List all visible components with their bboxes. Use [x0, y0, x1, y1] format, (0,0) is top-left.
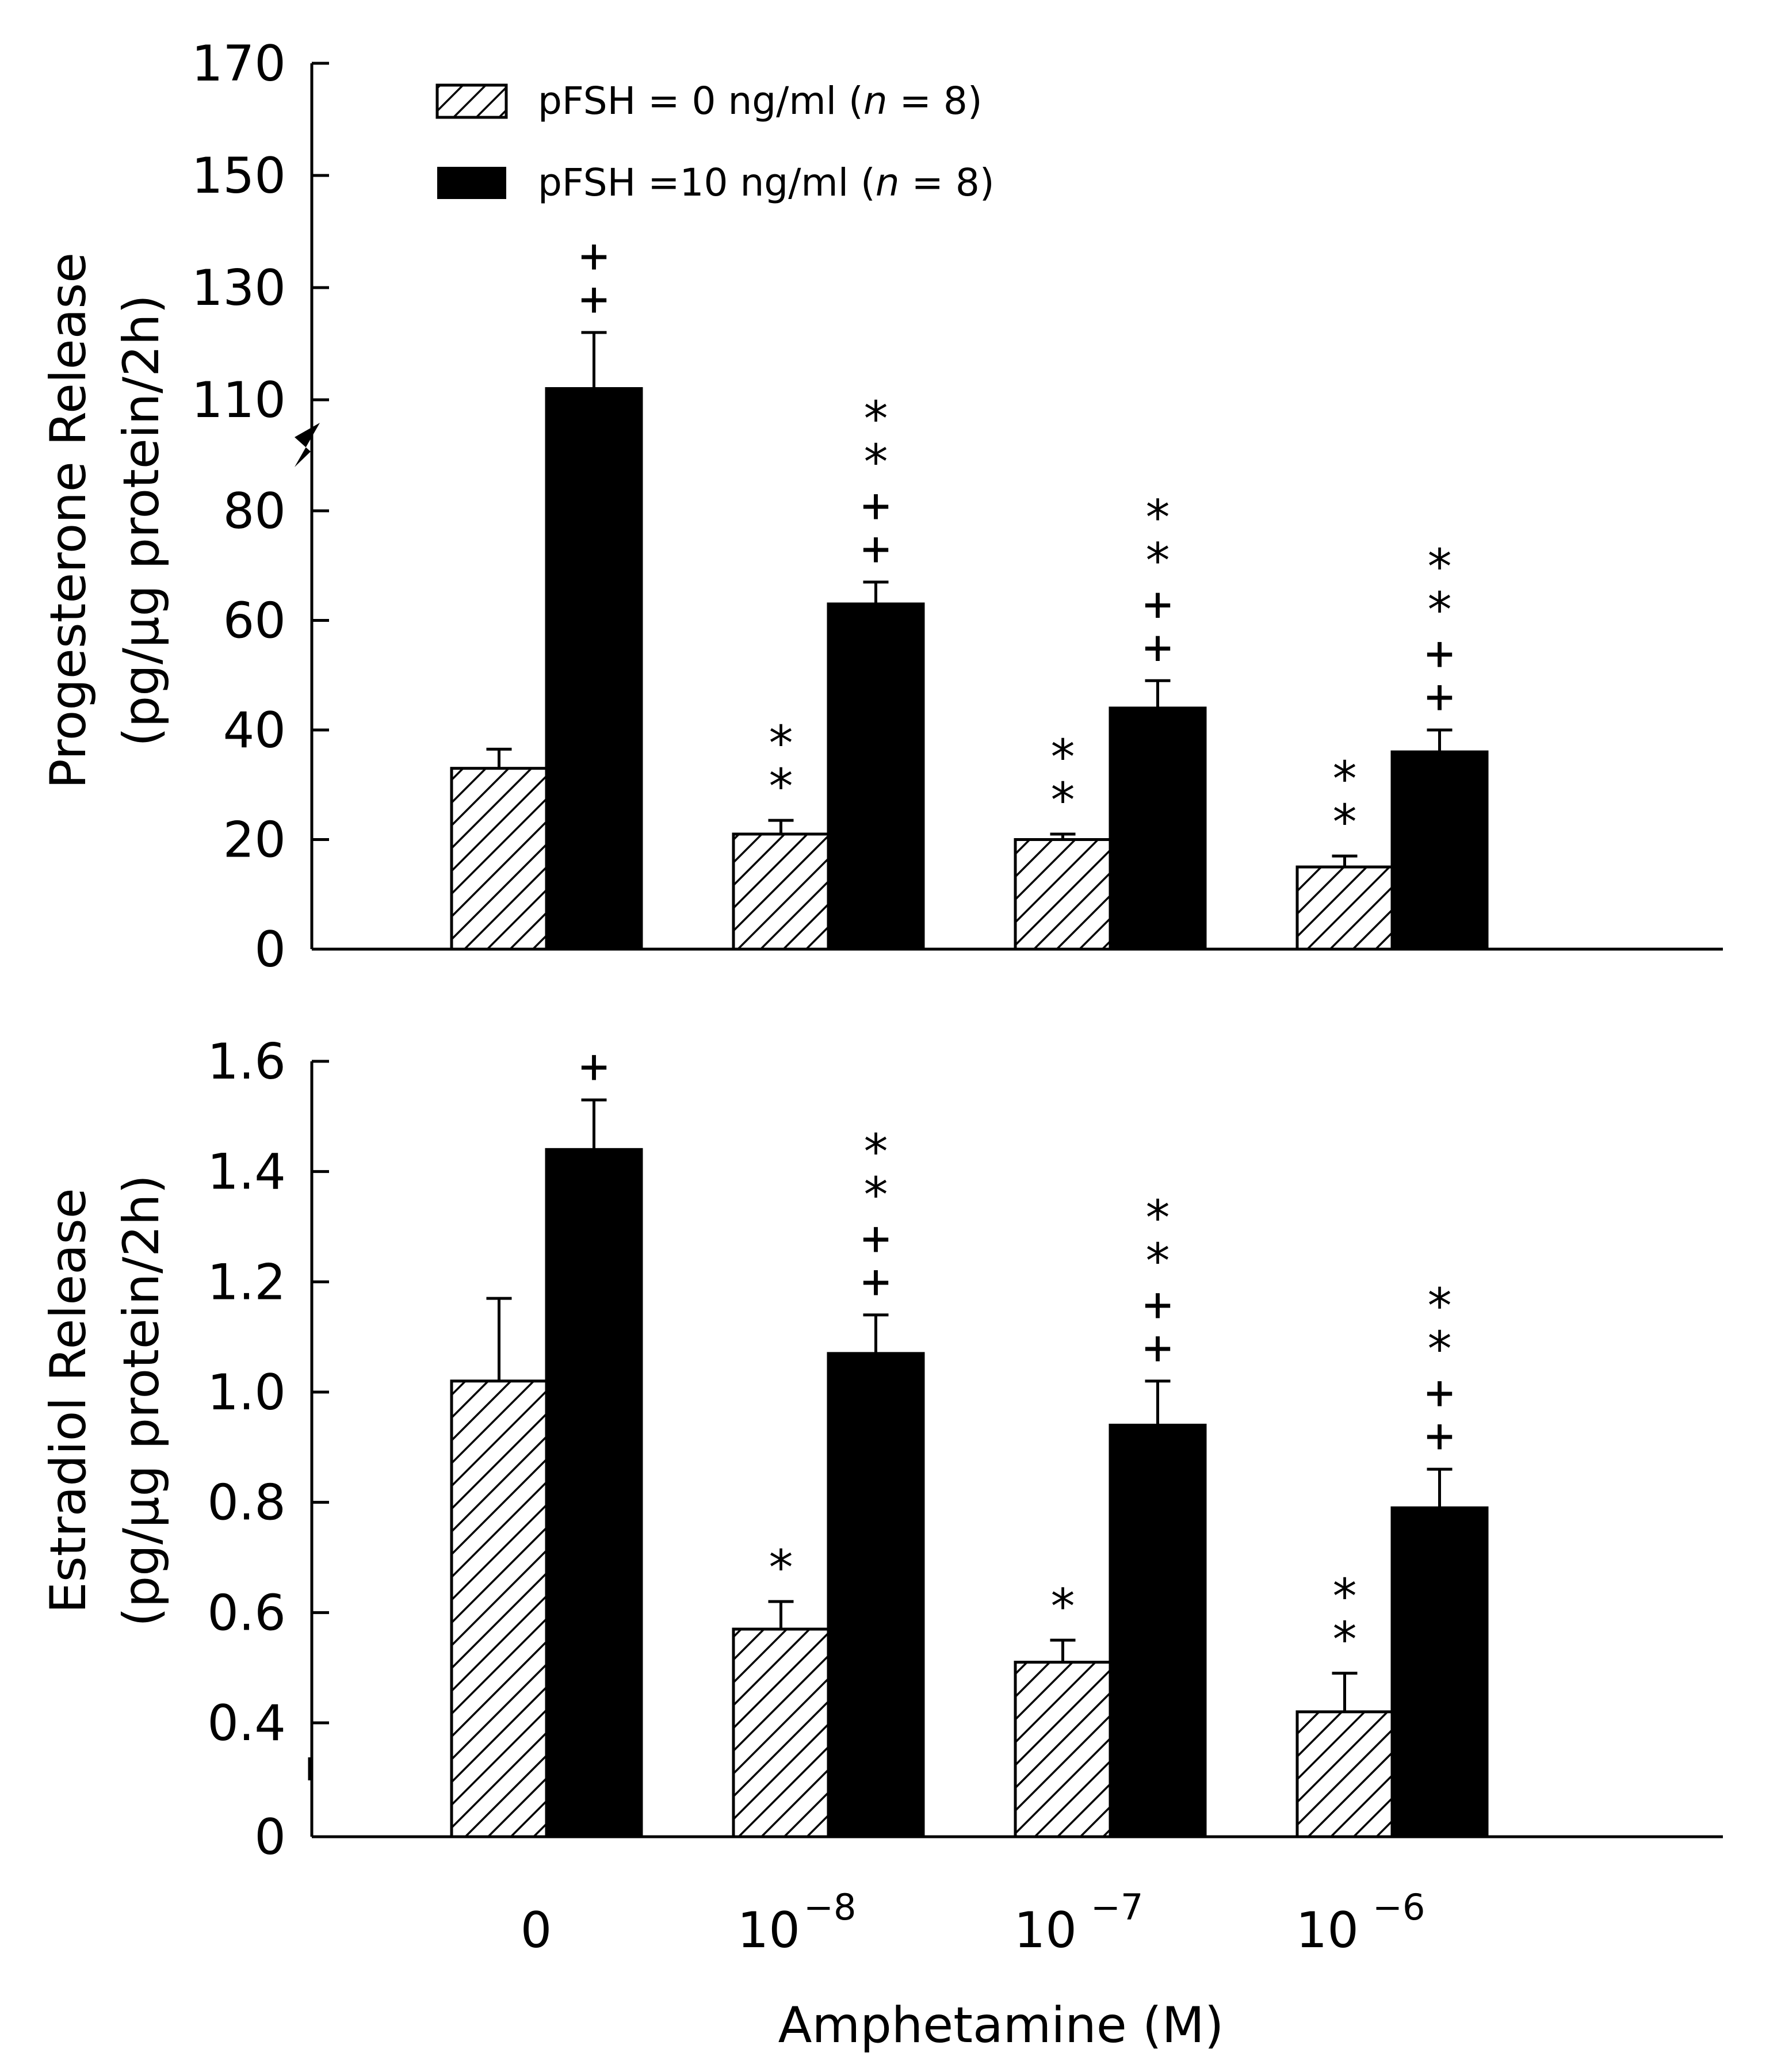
progesterone-ytick-label-0: 0 — [254, 921, 286, 978]
progesterone-bar-pfsh10-0 — [545, 387, 643, 951]
estradiol-ytick-label-3: 0.8 — [207, 1474, 286, 1532]
progesterone-sig-1-0-0: + — [579, 227, 609, 284]
progesterone-bar-pfsh0-1 — [732, 832, 830, 951]
estradiol-bar-pfsh0-1 — [732, 1627, 830, 1838]
estradiol-sig-1-3-2: + — [1425, 1364, 1454, 1420]
progesterone-ytick-label-1: 20 — [223, 812, 286, 869]
x-category-label-2: 10 −7 — [1014, 1886, 1144, 1959]
progesterone-sig-1-1-1: * — [861, 434, 890, 490]
x-category-label-3: 10 −6 — [1296, 1886, 1425, 1959]
legend: pFSH = 0 ng/ml (n = 8) pFSH =10 ng/ml (n… — [435, 79, 995, 205]
progesterone-sig-1-1-0: * — [861, 391, 890, 447]
estradiol-ytick-label-7: 1.6 — [207, 1033, 286, 1091]
estradiol-bar-pfsh0-2 — [1014, 1661, 1112, 1838]
progesterone-sig-0-1-0: * — [766, 715, 796, 771]
estradiol-sig-1-1-2: + — [861, 1210, 890, 1266]
progesterone-bar-pfsh10-3 — [1390, 750, 1489, 951]
estradiol-sig-0-1-0: * — [766, 1539, 796, 1596]
progesterone-bar-pfsh0-3 — [1295, 865, 1394, 951]
progesterone-sig-0-3-0: * — [1330, 751, 1359, 807]
progesterone-sig-1-3-3: + — [1425, 668, 1454, 724]
estradiol-bar-pfsh10-3 — [1390, 1506, 1489, 1838]
estradiol-sig-0-3-1: * — [1330, 1611, 1359, 1668]
estradiol-ytick-label-1: 0.4 — [207, 1695, 286, 1752]
estradiol-sig-0-2-0: * — [1048, 1578, 1077, 1634]
progesterone-ytick-label-8: 170 — [192, 35, 286, 93]
estradiol-sig-1-3-0: * — [1425, 1278, 1454, 1334]
estradiol-bar-pfsh10-0 — [545, 1148, 643, 1838]
top-y-title-line2: (pg/μg protein/2h) — [113, 295, 170, 747]
progesterone-ytick-label-2: 40 — [223, 702, 286, 759]
progesterone-sig-1-3-0: * — [1425, 538, 1454, 595]
progesterone-sig-1-2-0: * — [1143, 489, 1172, 545]
bottom-y-title-line1: Estradiol Release — [40, 1188, 97, 1613]
progesterone-axis-break — [295, 423, 320, 467]
progesterone-ytick-label-5: 110 — [192, 372, 286, 429]
progesterone-ytick-label-3: 60 — [223, 592, 286, 650]
progesterone-sig-1-3-2: + — [1425, 625, 1454, 681]
progesterone-sig-1-2-1: * — [1143, 532, 1172, 588]
estradiol-sig-1-1-1: * — [861, 1167, 890, 1223]
progesterone-sig-0-2-1: * — [1048, 772, 1077, 828]
estradiol-ytick-label-6: 1.4 — [207, 1144, 286, 1201]
progesterone-bar-pfsh10-2 — [1109, 706, 1207, 951]
progesterone-ytick-label-6: 130 — [192, 259, 286, 317]
legend-swatch-hatched — [435, 83, 508, 119]
estradiol-sig-1-3-1: * — [1425, 1321, 1454, 1377]
progesterone-bar-pfsh10-1 — [827, 602, 925, 951]
top-y-title-line1: Progesterone Release — [40, 253, 97, 789]
progesterone-sig-0-1-1: * — [766, 758, 796, 815]
x-category-label-0: 0 — [521, 1902, 552, 1959]
legend-label-solid: pFSH =10 ng/ml (n = 8) — [538, 160, 995, 205]
estradiol-ytick-label-0: 0 — [254, 1809, 286, 1866]
progesterone-sig-1-0-1: + — [579, 270, 609, 327]
progesterone-bar-pfsh0-0 — [450, 767, 548, 951]
estradiol-ytick-label-2: 0.6 — [207, 1584, 286, 1642]
legend-swatch-solid — [437, 167, 506, 199]
bottom-y-title-line2: (pg/μg protein/2h) — [113, 1175, 170, 1627]
estradiol-sig-1-1-0: * — [861, 1123, 890, 1180]
legend-label-hatched: pFSH = 0 ng/ml (n = 8) — [538, 79, 983, 123]
estradiol-bar-pfsh0-3 — [1295, 1710, 1394, 1838]
progesterone-sig-1-1-2: + — [861, 477, 890, 533]
progesterone-sig-1-1-3: + — [861, 520, 890, 576]
progesterone-ytick-label-4: 80 — [223, 483, 286, 540]
estradiol-bar-pfsh0-0 — [450, 1379, 548, 1838]
estradiol-sig-1-3-3: + — [1425, 1407, 1454, 1463]
progesterone-sig-1-2-2: + — [1143, 575, 1172, 632]
estradiol-sig-1-2-1: * — [1143, 1233, 1172, 1289]
estradiol-sig-1-2-2: + — [1143, 1276, 1172, 1332]
x-category-label-1: 10−8 — [737, 1886, 857, 1959]
progesterone-ytick-label-7: 150 — [192, 147, 286, 205]
progesterone-panel: 020406080110130150170++****++****++****+… — [192, 35, 1723, 978]
progesterone-sig-0-3-1: * — [1330, 794, 1359, 850]
estradiol-sig-1-2-3: + — [1143, 1319, 1172, 1375]
estradiol-panel: 00.40.60.81.01.21.41.6 +***++***++****++ — [207, 1033, 1723, 1866]
progesterone-sig-0-2-0: * — [1048, 729, 1077, 785]
estradiol-sig-1-1-3: + — [861, 1253, 890, 1309]
estradiol-bar-pfsh10-1 — [827, 1352, 925, 1838]
progesterone-sig-1-3-1: * — [1425, 582, 1454, 638]
x-category-labels: 0 10−8 10 −7 10 −6 — [521, 1886, 1425, 1959]
estradiol-sig-1-2-0: * — [1143, 1190, 1172, 1246]
progesterone-sig-1-2-3: + — [1143, 618, 1172, 675]
estradiol-bar-pfsh10-2 — [1109, 1424, 1207, 1838]
estradiol-ytick-label-4: 1.0 — [207, 1364, 286, 1421]
estradiol-sig-1-0-0: + — [579, 1038, 609, 1094]
estradiol-ytick-label-5: 1.2 — [207, 1253, 286, 1311]
estradiol-sig-0-3-0: * — [1330, 1568, 1359, 1624]
progesterone-bar-pfsh0-2 — [1014, 838, 1112, 951]
x-axis-title: Amphetamine (M) — [778, 1997, 1224, 2054]
